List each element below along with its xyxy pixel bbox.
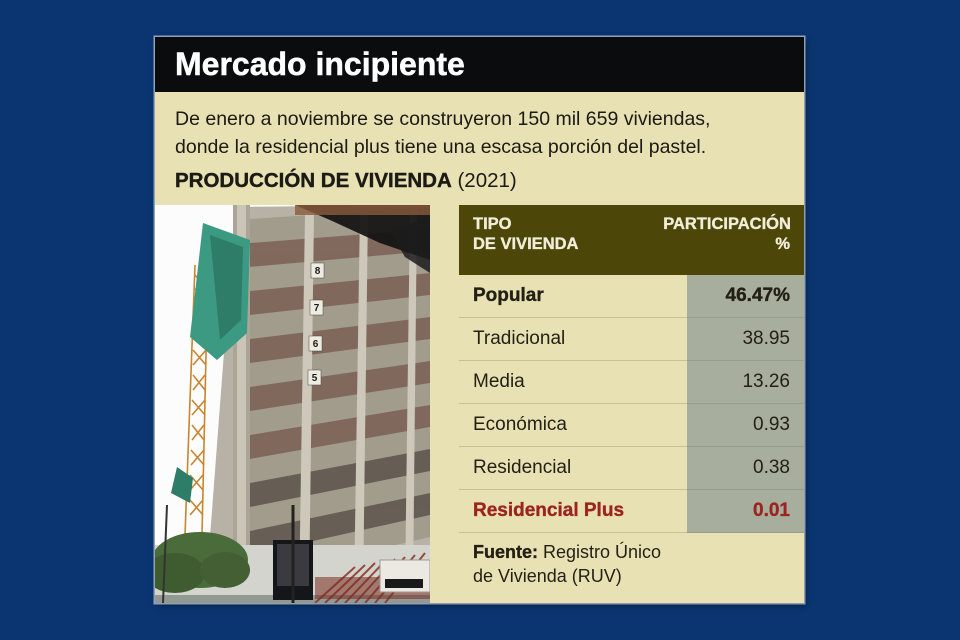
svg-text:8: 8 (315, 266, 321, 277)
svg-text:6: 6 (313, 339, 319, 350)
svg-text:7: 7 (314, 303, 320, 314)
svg-text:5: 5 (312, 373, 318, 384)
